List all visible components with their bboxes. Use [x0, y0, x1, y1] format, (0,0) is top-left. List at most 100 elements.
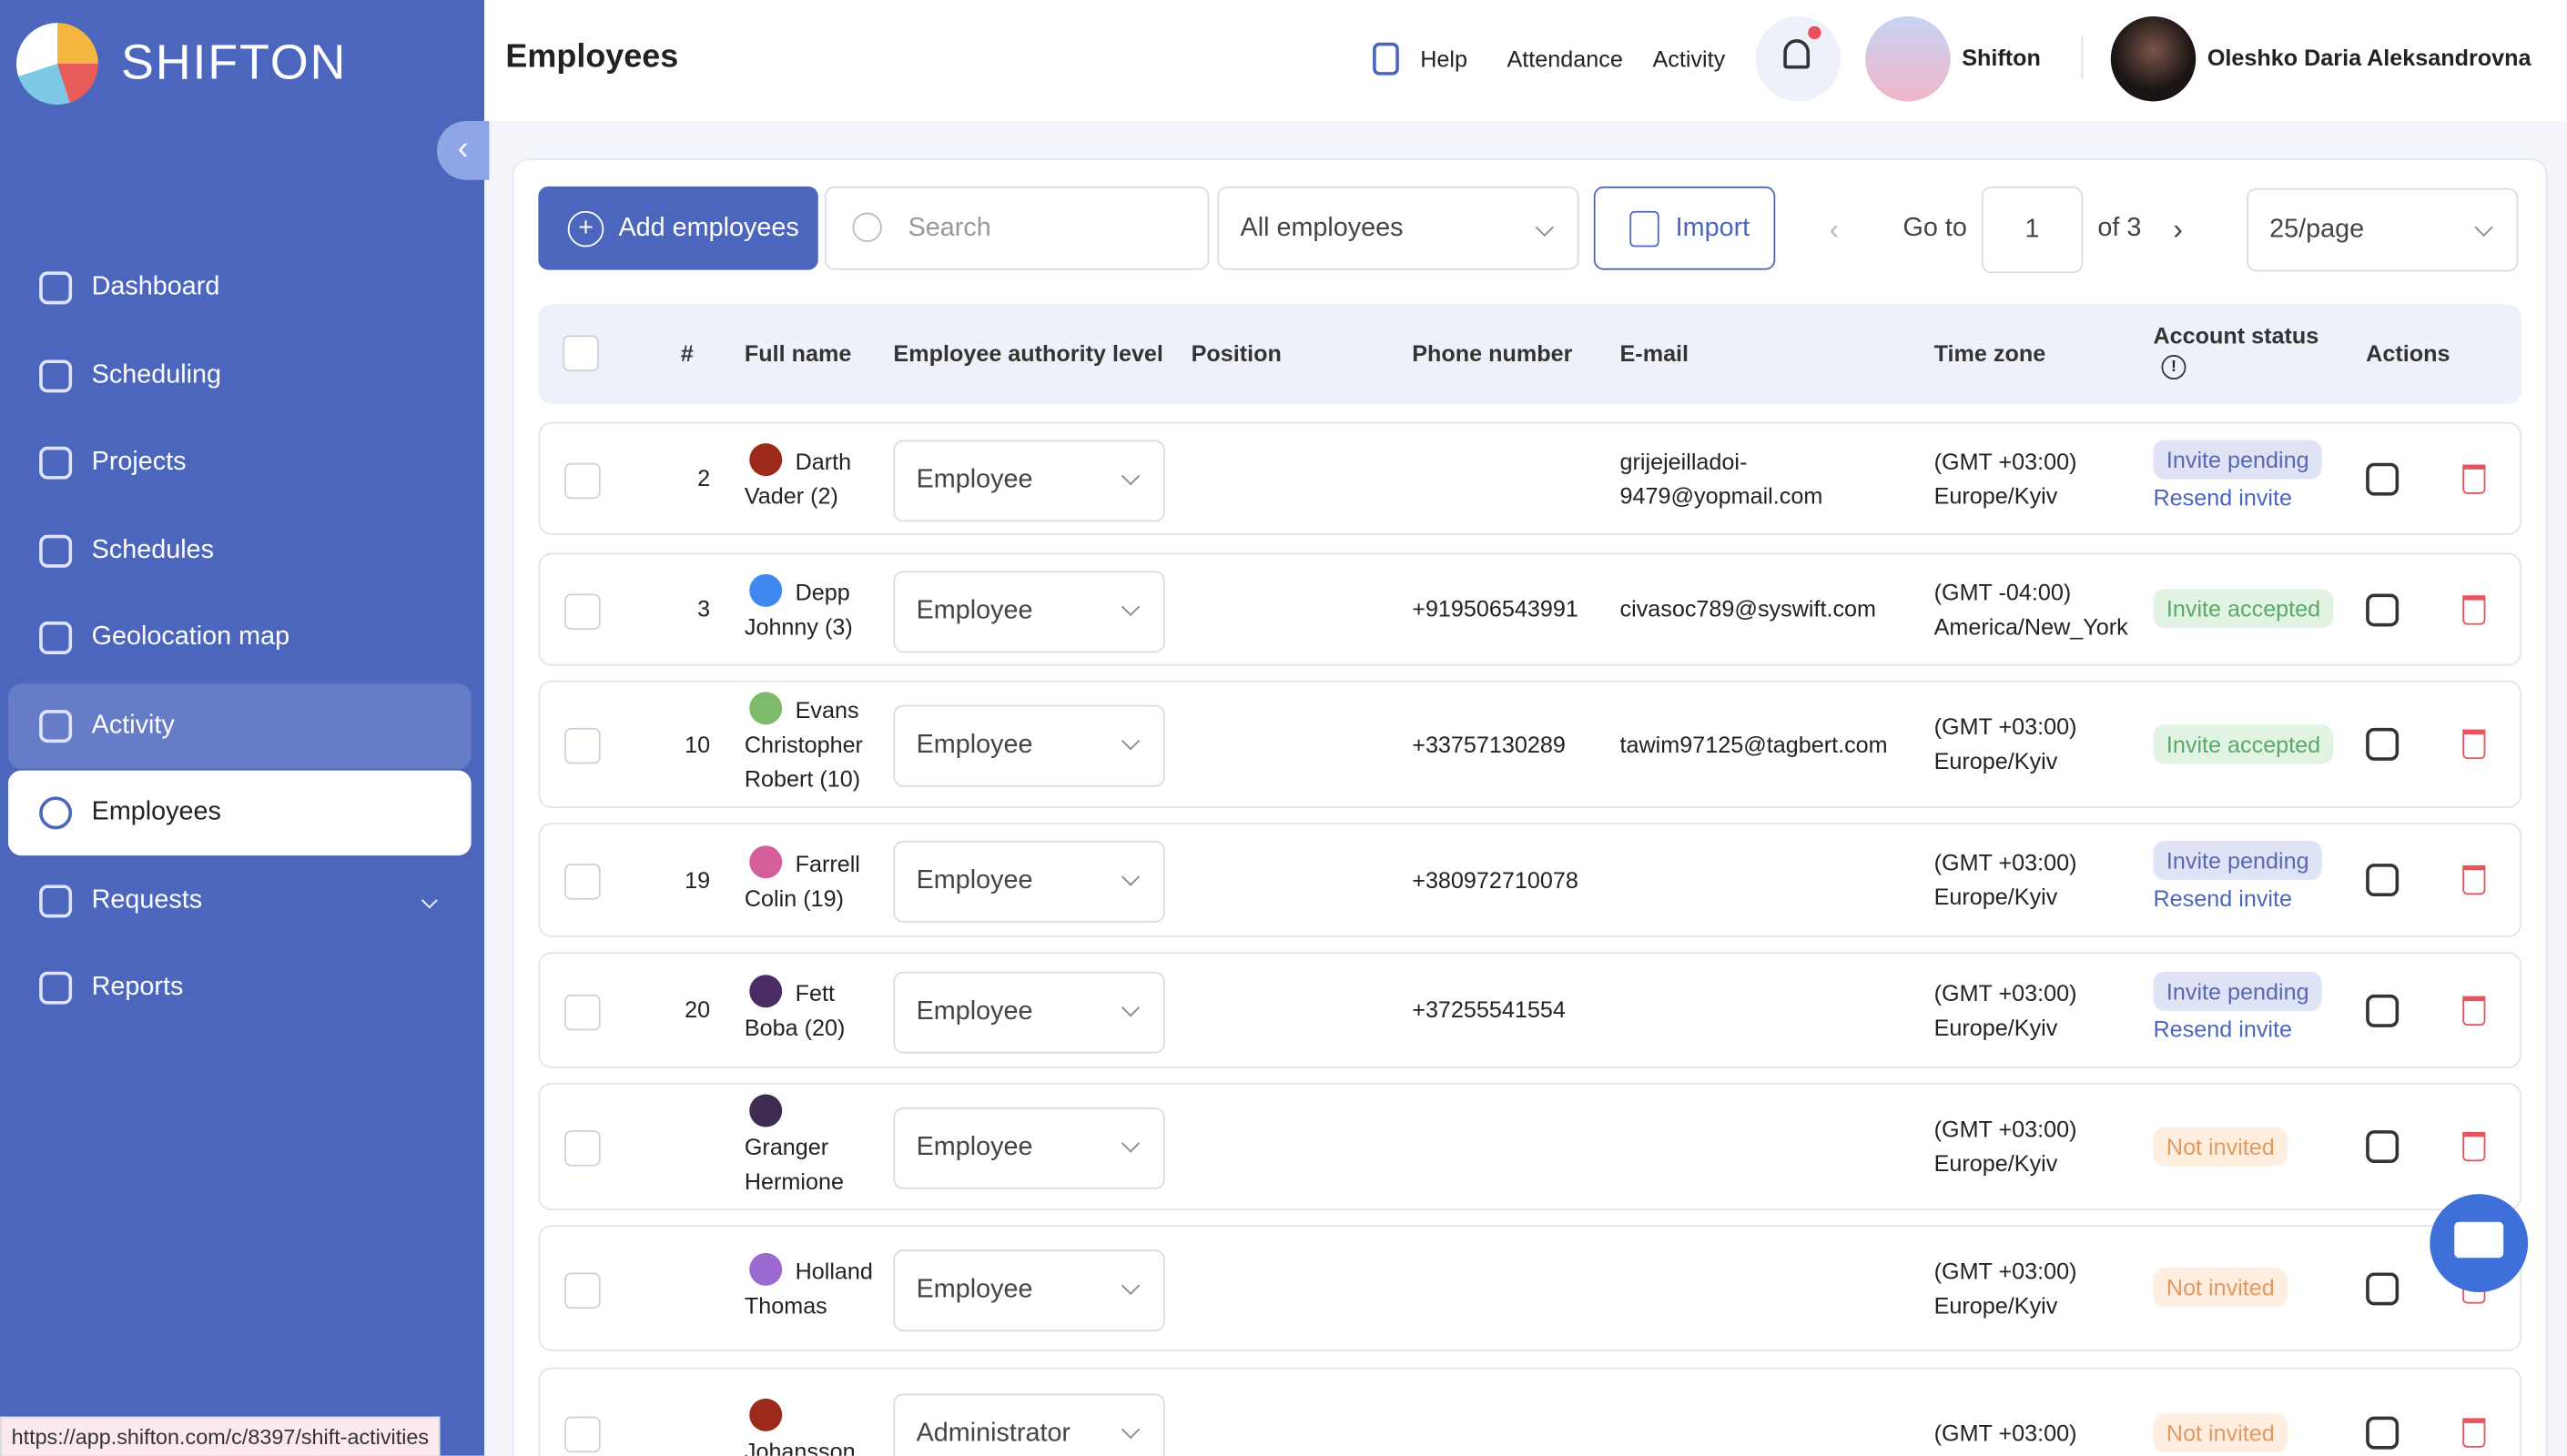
- name-wrap: Johansson: [745, 1397, 878, 1456]
- employee-filter[interactable]: All employees: [1217, 186, 1579, 270]
- authority-select[interactable]: Employee: [893, 1249, 1165, 1331]
- chevron: [2474, 217, 2493, 238]
- full-name: Fett Boba (20): [745, 954, 878, 1067]
- chevron: [1121, 867, 1141, 886]
- nav-icon: [39, 271, 73, 305]
- collapse-button[interactable]: ‹: [436, 121, 490, 180]
- tz-wrap: (GMT +03:00) Europe/Kyiv: [1934, 1254, 2077, 1322]
- nav-item[interactable]: Dashboard: [8, 246, 472, 330]
- page-value: 1: [2024, 215, 2040, 243]
- email: [1620, 1370, 1912, 1456]
- import-button[interactable]: Import: [1593, 186, 1776, 270]
- delete-button[interactable]: [2462, 463, 2486, 493]
- authority-select[interactable]: Employee: [893, 970, 1165, 1053]
- authority-select[interactable]: Employee: [893, 1107, 1165, 1189]
- nav-item[interactable]: Reports: [8, 945, 472, 1030]
- name: Depp Johnny (3): [744, 579, 853, 640]
- select-all-checkbox[interactable]: [563, 335, 599, 372]
- resend-invite[interactable]: Resend invite: [2153, 483, 2292, 510]
- header-link[interactable]: Help: [1420, 46, 1467, 73]
- nav-item[interactable]: Schedules: [8, 508, 472, 592]
- status-badge: Not invited: [2153, 1412, 2288, 1452]
- tz-offset: (GMT +03:00): [1933, 848, 2077, 875]
- tz-wrap: (GMT +03:00) Europe/Kyiv: [1934, 976, 2077, 1044]
- authority-select[interactable]: Administrator: [893, 1393, 1165, 1456]
- delete-button[interactable]: [2462, 1418, 2486, 1448]
- nav-item[interactable]: Scheduling: [8, 333, 472, 418]
- avatar: [749, 573, 783, 607]
- row-checkbox[interactable]: [564, 727, 601, 764]
- row-number: 19: [685, 865, 711, 893]
- row-checkbox[interactable]: [564, 1416, 601, 1453]
- email: tawim97125@tagbert.com: [1619, 730, 1888, 757]
- row-number: 10: [685, 730, 711, 757]
- tz-offset: (GMT +03:00): [1933, 1419, 2077, 1446]
- resend-invite[interactable]: Resend invite: [2153, 1015, 2292, 1042]
- nav-item[interactable]: Employees: [7, 770, 472, 856]
- row-checkbox[interactable]: [564, 1271, 601, 1309]
- edit-button[interactable]: [2366, 1416, 2400, 1450]
- header-link[interactable]: Activity: [1652, 46, 1726, 73]
- row-checkbox[interactable]: [564, 592, 601, 630]
- page-input[interactable]: 1: [1981, 186, 2084, 274]
- tz-offset: (GMT +03:00): [1933, 713, 2077, 740]
- next-page[interactable]: ›: [2173, 212, 2183, 246]
- row-number: [638, 1227, 710, 1350]
- name: Farrell Colin (19): [744, 849, 860, 911]
- nav-item[interactable]: Activity: [7, 682, 472, 768]
- nav-item[interactable]: Requests: [8, 858, 472, 943]
- header-link[interactable]: Attendance: [1507, 46, 1623, 73]
- prev-page[interactable]: ‹: [1829, 212, 1840, 246]
- edit-button[interactable]: [2366, 864, 2400, 897]
- chevron: [1121, 1420, 1141, 1440]
- name-wrap: Farrell Colin (19): [745, 844, 878, 915]
- authority-value: Employee: [916, 996, 1033, 1026]
- tz-offset: (GMT +03:00): [1933, 1257, 2077, 1284]
- authority-select[interactable]: Employee: [893, 439, 1165, 521]
- nav-label: Dashboard: [91, 273, 220, 301]
- tz-offset: (GMT +03:00): [1933, 447, 2077, 474]
- resend-invite[interactable]: Resend invite: [2153, 885, 2292, 912]
- status-badge: Invite accepted: [2153, 723, 2334, 763]
- status-wrap: Invite pending Resend invite: [2153, 970, 2322, 1046]
- edit-button[interactable]: [2366, 592, 2400, 626]
- delete-button[interactable]: [2462, 995, 2486, 1026]
- edit-button[interactable]: [2366, 461, 2400, 495]
- nav-item[interactable]: Geolocation map: [8, 595, 472, 680]
- notification-button[interactable]: [1755, 15, 1842, 102]
- delete-button[interactable]: [2462, 864, 2486, 895]
- search-input[interactable]: Search: [824, 186, 1210, 270]
- row-checkbox[interactable]: [564, 864, 601, 900]
- time-zone: (GMT +03:00) Europe/Kyiv: [1934, 424, 2139, 533]
- tz-zone: Europe/Kyiv: [1933, 481, 2058, 509]
- per-page-select[interactable]: 25/page: [2246, 187, 2519, 272]
- add-employees-button[interactable]: + Add employees: [538, 186, 818, 270]
- row-checkbox[interactable]: [564, 1130, 601, 1167]
- row-checkbox[interactable]: [564, 461, 601, 499]
- column-header: Account status: [2153, 322, 2319, 349]
- nav-label: Activity: [91, 711, 175, 739]
- column-header: E-mail: [1619, 339, 1689, 367]
- chevron: [1121, 732, 1141, 751]
- edit-button[interactable]: [2366, 1130, 2400, 1164]
- authority-select[interactable]: Employee: [893, 840, 1165, 923]
- edit-button[interactable]: [2366, 1271, 2400, 1305]
- edit-button[interactable]: [2366, 727, 2400, 761]
- delete-button[interactable]: [2462, 729, 2486, 760]
- delete-button[interactable]: [2462, 1131, 2486, 1162]
- tz-wrap: (GMT +03:00): [1934, 1416, 2077, 1451]
- authority-select[interactable]: Employee: [893, 704, 1165, 787]
- delete-button[interactable]: [2462, 594, 2486, 624]
- edit-button[interactable]: [2366, 993, 2400, 1026]
- nav-label: Reports: [91, 973, 184, 1002]
- row-checkbox[interactable]: [564, 993, 601, 1030]
- authority-value: Administrator: [916, 1420, 1071, 1448]
- column-header: Phone number: [1412, 339, 1573, 367]
- name-wrap: Granger Hermione: [745, 1094, 878, 1199]
- nav-item[interactable]: Projects: [8, 420, 472, 505]
- chat-button[interactable]: [2430, 1194, 2529, 1293]
- authority-select[interactable]: Employee: [893, 570, 1165, 652]
- employee-row: 10 Evans Christopher Robert (10) Employee +…: [538, 680, 2521, 808]
- column-header: #: [680, 339, 694, 367]
- column-header: Full name: [744, 339, 852, 367]
